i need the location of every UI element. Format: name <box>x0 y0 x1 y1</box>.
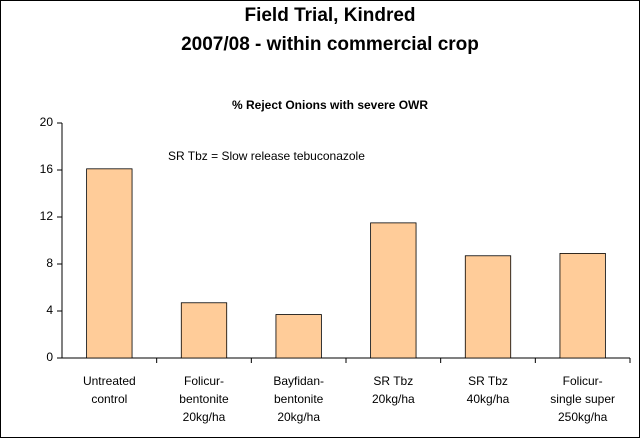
y-tick-label: 4 <box>46 303 53 317</box>
x-tick-label: SR Tbz <box>468 374 508 388</box>
x-tick-label: control <box>91 392 127 406</box>
y-tick-label: 8 <box>46 256 53 270</box>
x-tick-label: 20kg/ha <box>277 410 320 424</box>
x-tick-label: 20kg/ha <box>372 392 415 406</box>
x-tick-label: SR Tbz <box>373 374 413 388</box>
heading: 2007/08 - within commercial crop <box>181 34 479 55</box>
chart-title: % Reject Onions with severe OWR <box>232 98 428 112</box>
x-tick-label: Untreated <box>83 374 136 388</box>
bar <box>180 302 228 359</box>
bar <box>86 168 133 359</box>
y-tick-label: 0 <box>46 350 53 364</box>
y-tick-label: 20 <box>40 115 54 129</box>
x-tick-label: bentonite <box>179 392 229 406</box>
bar <box>370 222 417 359</box>
annotation: SR Tbz = Slow release tebuconazole <box>168 149 365 163</box>
heading: Field Trial, Kindred <box>244 5 415 26</box>
bar <box>275 314 322 359</box>
y-tick-label: 12 <box>40 209 54 223</box>
x-tick-label: 20kg/ha <box>183 410 226 424</box>
y-tick-label: 16 <box>40 162 54 176</box>
x-tick-label: bentonite <box>274 392 324 406</box>
x-tick-label: Bayfidan- <box>273 374 324 388</box>
x-tick-label: 250kg/ha <box>558 410 608 424</box>
x-tick-label: single super <box>550 392 615 406</box>
x-tick-label: Folicur- <box>184 374 224 388</box>
x-tick-label: Folicur- <box>563 374 603 388</box>
bar <box>464 255 512 359</box>
bar <box>559 253 606 359</box>
x-tick-label: 40kg/ha <box>467 392 510 406</box>
